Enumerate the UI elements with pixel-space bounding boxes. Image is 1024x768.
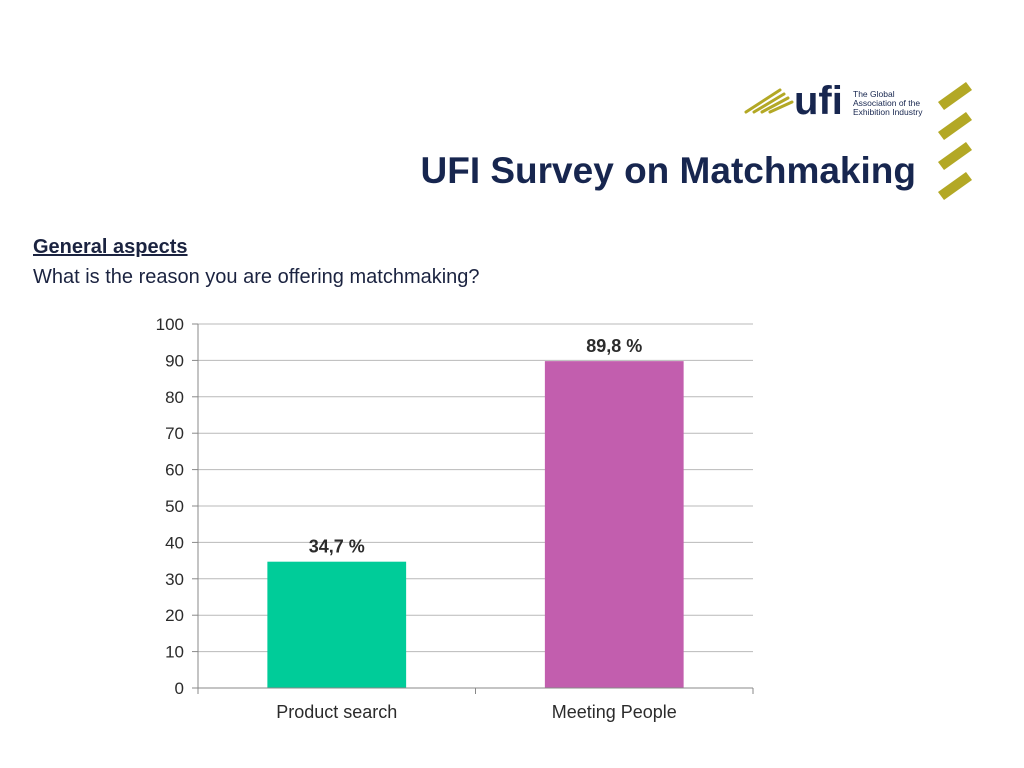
logo-tagline-line-1: The Global <box>853 89 895 99</box>
y-tick-label: 70 <box>165 424 184 443</box>
y-tick-label: 100 <box>156 315 184 334</box>
y-tick-label: 40 <box>165 533 184 552</box>
y-tick-label: 20 <box>165 606 184 625</box>
y-tick-label: 0 <box>175 679 184 698</box>
chart-bars <box>267 361 684 688</box>
y-tick-label: 90 <box>165 351 184 370</box>
chart-labels: 0 10 20 30 40 50 60 70 80 90 100 34,7 % Product sear… <box>156 315 677 722</box>
y-tick-label: 30 <box>165 570 184 589</box>
chart-axes <box>192 323 754 694</box>
slide-title: UFI Survey on Matchmaking <box>420 150 917 191</box>
x-category-label: Product search <box>276 702 397 722</box>
ufi-logo: ufi The Global Association of the Exhibi… <box>744 79 972 200</box>
logo-wordmark: ufi <box>794 79 843 123</box>
section-heading: General aspects <box>33 236 188 258</box>
survey-question: What is the reason you are offering matc… <box>33 266 480 288</box>
data-label: 34,7 % <box>309 537 365 557</box>
y-tick-label: 10 <box>165 643 184 662</box>
x-category-label: Meeting People <box>552 702 677 722</box>
y-tick-label: 80 <box>165 388 184 407</box>
data-label: 89,8 % <box>586 336 642 356</box>
logo-tagline-line-3: Exhibition Industry <box>853 107 923 117</box>
wing-lines-icon <box>744 88 794 114</box>
logo-tagline-line-2: Association of the <box>853 98 920 108</box>
chevron-stripes-icon <box>938 82 972 200</box>
bar-product-search <box>267 561 407 688</box>
bar-meeting-people <box>544 361 684 688</box>
y-tick-label: 50 <box>165 497 184 516</box>
y-tick-label: 60 <box>165 461 184 480</box>
